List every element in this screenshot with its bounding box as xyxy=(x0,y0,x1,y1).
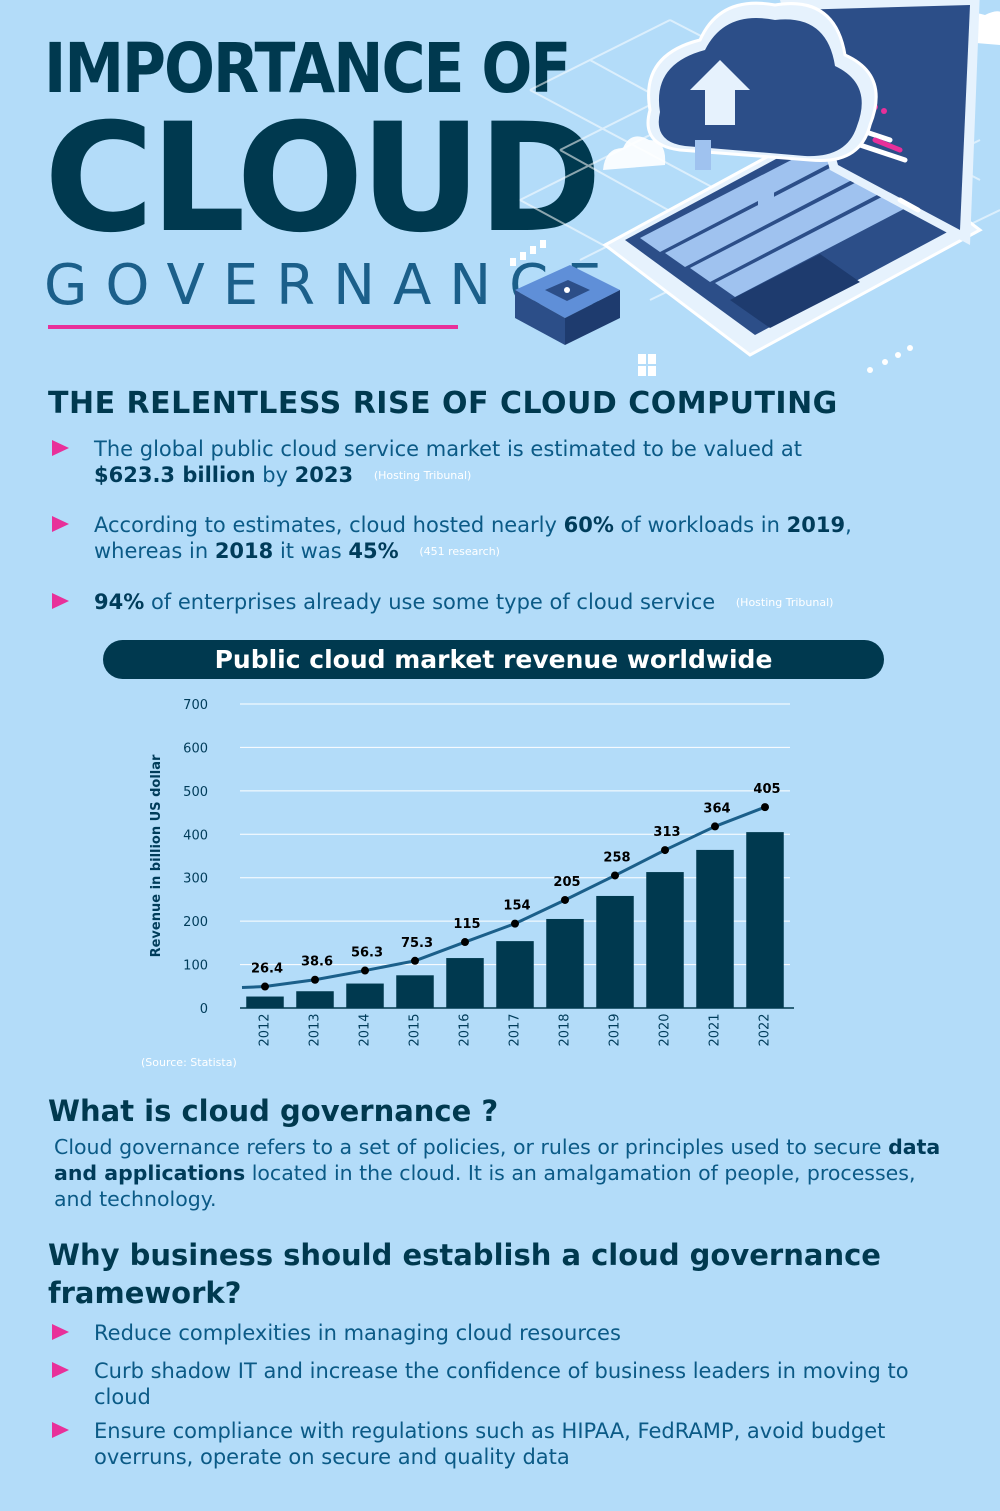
x-tick-label: 2020 xyxy=(658,1013,673,1046)
bullet-arrow-icon xyxy=(52,1422,69,1438)
x-tick-label: 2013 xyxy=(308,1013,323,1046)
bar xyxy=(596,895,634,1008)
section-heading-why: Why business should establish a cloud go… xyxy=(48,1238,881,1310)
bar xyxy=(296,991,334,1008)
x-tick-label: 2022 xyxy=(758,1013,773,1046)
bar xyxy=(346,983,384,1008)
source-note: (Hosting Tribunal) xyxy=(373,469,472,482)
data-label: 26.4 xyxy=(251,962,283,977)
trend-point xyxy=(261,982,269,991)
trend-point xyxy=(461,938,469,947)
title-block: IMPORTANCE OF CLOUD GOVERNANCE xyxy=(44,28,620,318)
trend-point xyxy=(611,871,619,880)
x-tick-label: 2015 xyxy=(408,1013,423,1046)
section-heading-rise: THE RELENTLESS RISE OF CLOUD COMPUTING xyxy=(48,386,838,421)
data-label: 205 xyxy=(553,875,580,890)
bar xyxy=(546,918,584,1008)
x-tick-label: 2019 xyxy=(608,1013,623,1046)
data-label: 115 xyxy=(453,917,480,932)
x-tick-label: 2012 xyxy=(258,1013,273,1046)
trend-line xyxy=(241,805,766,990)
y-tick-label: 200 xyxy=(183,915,208,930)
data-label: 313 xyxy=(653,825,680,840)
trend-point xyxy=(361,966,369,975)
title-underline xyxy=(48,325,458,329)
bar xyxy=(446,958,484,1008)
list-item: Reduce complexities in managing cloud re… xyxy=(52,1320,972,1346)
data-label: 75.3 xyxy=(401,936,433,951)
server-box-icon xyxy=(515,265,620,345)
bullet-arrow-icon xyxy=(52,593,69,609)
source-note: (451 research) xyxy=(419,545,500,558)
y-tick-label: 600 xyxy=(183,741,208,756)
source-note: (Hosting Tribunal) xyxy=(735,596,834,609)
data-label: 154 xyxy=(503,899,530,914)
title-line-3: GOVERNANCE xyxy=(44,253,620,318)
rise-bullet-list: The global public cloud service market i… xyxy=(52,436,972,616)
revenue-bar-chart: 0 100 200 300 400 500 600 700 Revenue in billion… xyxy=(149,698,794,1047)
trend-point xyxy=(711,822,719,831)
laptop-cloud-illustration xyxy=(510,0,1000,376)
trend-point xyxy=(761,803,769,812)
y-tick-label: 0 xyxy=(200,1002,208,1017)
data-label: 364 xyxy=(703,801,730,816)
bar xyxy=(396,975,434,1008)
bar xyxy=(696,849,734,1008)
y-tick-label: 700 xyxy=(183,698,208,713)
bullet-arrow-icon xyxy=(52,516,69,532)
bar xyxy=(646,872,684,1008)
trend-point xyxy=(561,895,569,904)
why-bullet-list: Reduce complexities in managing cloud re… xyxy=(52,1320,972,1470)
list-item: Ensure compliance with regulations such … xyxy=(52,1418,972,1470)
x-tick-label: 2021 xyxy=(708,1013,723,1046)
cloud-upload-icon xyxy=(646,1,878,220)
chart-source: (Source: Statista) xyxy=(141,1056,237,1069)
x-tick-label: 2018 xyxy=(558,1013,573,1046)
section-heading-what: What is cloud governance ? xyxy=(48,1094,499,1128)
x-tick-label: 2014 xyxy=(358,1013,373,1046)
y-axis-label: Revenue in billion US dollar xyxy=(149,754,164,957)
list-item: 94% of enterprises already use some type… xyxy=(52,589,972,616)
list-item: Curb shadow IT and increase the confiden… xyxy=(52,1358,972,1410)
title-line-2: CLOUD xyxy=(44,92,602,266)
bar xyxy=(496,941,534,1008)
y-tick-label: 400 xyxy=(183,828,208,843)
bar xyxy=(746,832,784,1008)
bullet-arrow-icon xyxy=(52,440,69,456)
bar xyxy=(246,996,284,1008)
data-label: 405 xyxy=(753,782,780,797)
list-item: The global public cloud service market i… xyxy=(52,436,972,489)
bullet-arrow-icon xyxy=(52,1362,69,1378)
y-tick-label: 300 xyxy=(183,872,208,887)
bullet-arrow-icon xyxy=(52,1324,69,1340)
trend-point xyxy=(511,919,519,928)
trend-point xyxy=(311,975,319,984)
y-tick-label: 100 xyxy=(183,959,208,974)
data-label: 56.3 xyxy=(351,946,383,961)
list-item: According to estimates, cloud hosted nea… xyxy=(52,512,972,565)
data-label: 258 xyxy=(603,850,630,865)
y-tick-label: 500 xyxy=(183,785,208,800)
title-line-1: IMPORTANCE OF xyxy=(44,28,571,110)
data-label: 38.6 xyxy=(301,955,333,970)
x-tick-label: 2017 xyxy=(508,1013,523,1046)
trend-point xyxy=(411,956,419,965)
trend-point xyxy=(661,846,669,855)
x-tick-label: 2016 xyxy=(458,1013,473,1046)
definition-paragraph: Cloud governance refers to a set of poli… xyxy=(54,1135,941,1211)
chart-title: Public cloud market revenue worldwide xyxy=(103,640,884,679)
